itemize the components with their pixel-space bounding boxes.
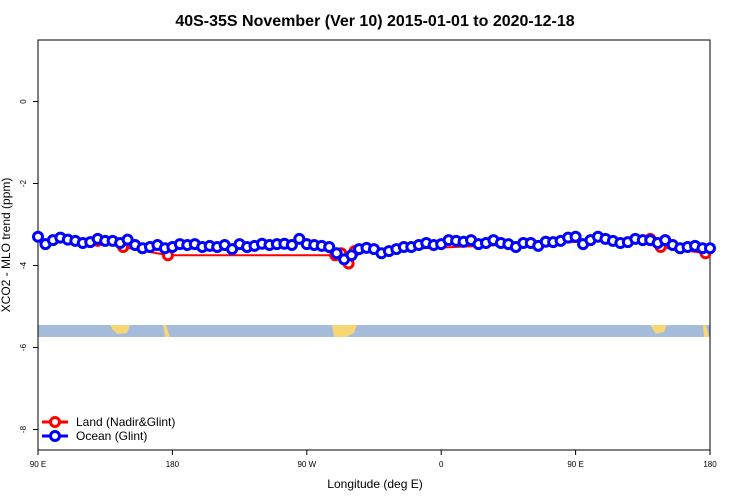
x-tick-label: 0 xyxy=(439,460,444,469)
data-point xyxy=(569,230,582,243)
y-axis-label: XCO2 - MLO trend (ppm) xyxy=(0,178,13,313)
data-point xyxy=(330,247,343,260)
data-point xyxy=(293,232,306,245)
land-shape xyxy=(650,325,667,334)
x-axis-label: Longitude (deg E) xyxy=(327,477,422,491)
land-shape xyxy=(110,325,130,334)
x-tick-label: 90 E xyxy=(567,460,583,469)
data-point xyxy=(323,241,336,254)
x-tick-label: 90 E xyxy=(30,460,46,469)
data-point xyxy=(345,249,358,262)
y-tick-label: -6 xyxy=(19,343,28,351)
legend-label: Ocean (Glint) xyxy=(76,429,147,443)
land-shape xyxy=(163,325,170,337)
legend-marker xyxy=(49,430,61,442)
y-tick-label: -4 xyxy=(19,261,28,269)
x-tick-label: 180 xyxy=(166,460,180,469)
chart-title: 40S-35S November (Ver 10) 2015-01-01 to … xyxy=(175,13,574,30)
legend-marker xyxy=(49,416,61,428)
y-tick-label: -2 xyxy=(19,179,28,187)
data-point xyxy=(285,239,298,251)
y-tick-label: -8 xyxy=(19,425,28,433)
map-strip xyxy=(38,325,710,337)
legend-label: Land (Nadir&Glint) xyxy=(76,415,175,429)
ocean-band xyxy=(38,325,710,337)
x-tick-label: 180 xyxy=(703,460,717,469)
x-tick-label: 90 W xyxy=(297,460,316,469)
y-tick-label: 0 xyxy=(19,99,28,104)
data-point xyxy=(704,242,716,255)
land-shape xyxy=(703,325,709,337)
data-point xyxy=(32,230,44,243)
land-shape xyxy=(332,325,357,337)
data-point xyxy=(121,233,134,246)
